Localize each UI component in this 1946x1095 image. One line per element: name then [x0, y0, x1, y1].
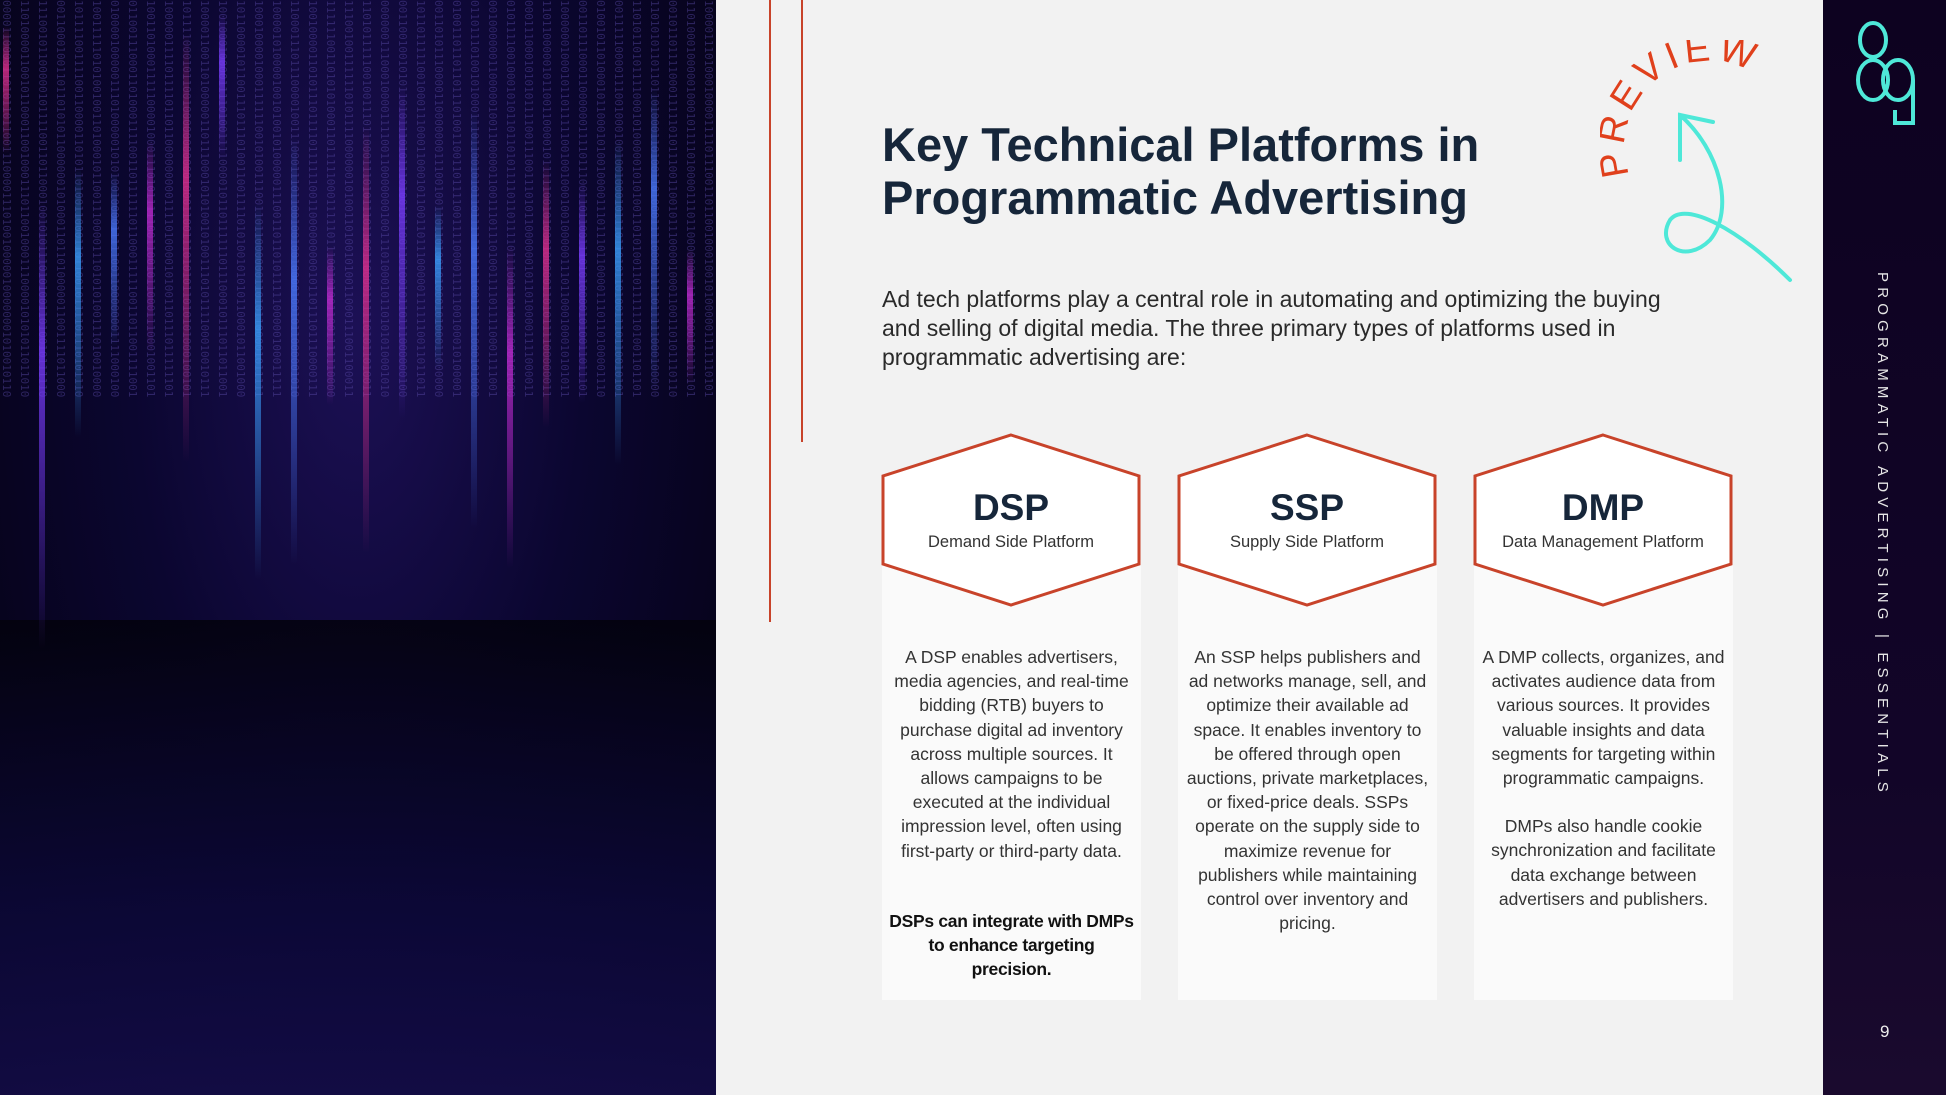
light-streak: [435, 205, 441, 369]
light-streak: [399, 84, 405, 418]
arrow-icon: [1666, 115, 1790, 280]
description-paragraph: An SSP helps publishers and ad networks …: [1184, 645, 1431, 935]
accent-line: [801, 0, 803, 442]
binary-column: 1000001111011110110110000000001111010000…: [162, 0, 175, 397]
light-streak: [615, 140, 621, 464]
binary-column: 1101000011001011000110010001110110010001…: [18, 0, 31, 397]
platform-hexagon: DSP Demand Side Platform: [880, 432, 1142, 608]
platform-name: Supply Side Platform: [1176, 533, 1438, 552]
binary-column: 1000000100010110111110010010001001000001…: [558, 0, 571, 397]
light-streak: [219, 13, 225, 160]
binary-column: 1011000010110011101110100110011110101001…: [234, 0, 247, 397]
platform-abbr: DSP: [880, 487, 1142, 529]
binary-column: 1101011010111100010100000101010011010100…: [630, 0, 643, 397]
binary-column: 1000010100001001010010100000111001101101…: [270, 0, 283, 397]
binary-column: 0110011100011010001111001101111110110001…: [126, 0, 139, 397]
light-streak: [363, 126, 369, 554]
light-streak: [507, 245, 513, 568]
page-number: 9: [1880, 1022, 1889, 1042]
binary-column: 1011011111001000111000110001011001101110…: [414, 0, 427, 397]
hero-floor: [0, 620, 716, 1095]
binary-column: 1001111101010010011010001011001110000111…: [90, 0, 103, 397]
platform-note: DSPs can integrate with DMPs to enhance …: [888, 909, 1135, 982]
light-streak: [111, 172, 117, 347]
platform-name: Data Management Platform: [1472, 533, 1734, 552]
binary-column: 0011000100110110101011000000101000110110…: [54, 0, 67, 397]
preview-text: PREVIEW: [1600, 40, 1766, 181]
hero-image-binary-code: 0000110000110101101100111000011101001000…: [0, 0, 716, 1095]
binary-column: 1000011001101000001101110001010100101001…: [198, 0, 211, 397]
description-paragraph: A DMP collects, organizes, and activates…: [1480, 645, 1727, 790]
light-streak: [75, 168, 81, 437]
light-streak: [543, 160, 549, 428]
binary-column: 1110010011111101011110000001010011010010…: [342, 0, 355, 397]
binary-column: 0000001110001000011110011000000010011101…: [378, 0, 391, 397]
light-streak: [291, 137, 297, 563]
binary-column: 0001110001010101111001110011101011000000…: [522, 0, 535, 397]
binary-column: 0010110111100011111010111001100101110000…: [666, 0, 679, 397]
light-streak: [3, 26, 9, 154]
description-paragraph: DMPs also handle cookie synchronization …: [1480, 814, 1727, 911]
light-streak: [183, 34, 189, 462]
light-streak: [39, 200, 45, 648]
svg-text:PREVIEW: PREVIEW: [1600, 40, 1766, 181]
binary-column: 0100101101000101100010100100001110111011…: [594, 0, 607, 397]
section-label: PROGRAMMATIC ADVERTISING | ESSENTIALS: [1874, 272, 1891, 797]
binary-column: 0010000001100000100110000011001110111010…: [486, 0, 499, 397]
light-streak: [687, 249, 693, 385]
light-streak: [579, 181, 585, 403]
light-streak: [147, 140, 153, 354]
page-title: Key Technical Platforms in Programmatic …: [882, 118, 1582, 224]
platform-description: An SSP helps publishers and ad networks …: [1178, 645, 1437, 959]
intro-paragraph: Ad tech platforms play a central role in…: [882, 285, 1682, 372]
accent-line: [769, 0, 771, 622]
platform-description: A DMP collects, organizes, and activates…: [1474, 645, 1733, 935]
platform-abbr: DMP: [1472, 487, 1734, 529]
binary-column: 1000011101000100001111011100110110010001…: [702, 0, 715, 397]
binary-column: 0100110110110111010011001101111001111000…: [450, 0, 463, 397]
platform-name: Demand Side Platform: [880, 533, 1142, 552]
light-streak: [327, 246, 333, 405]
light-streak: [255, 203, 261, 579]
platform-hexagon: DMP Data Management Platform: [1472, 432, 1734, 608]
light-streak: [651, 88, 657, 391]
binary-column: 1001000011010111011110111111001100000000…: [306, 0, 319, 397]
light-streak: [471, 108, 477, 528]
preview-stamp: PREVIEW: [1600, 40, 1800, 290]
logo-89: [1853, 20, 1923, 130]
platform-description: A DSP enables advertisers, media agencie…: [882, 645, 1141, 1005]
platform-hexagon: SSP Supply Side Platform: [1176, 432, 1438, 608]
description-paragraph: A DSP enables advertisers, media agencie…: [888, 645, 1135, 863]
platform-abbr: SSP: [1176, 487, 1438, 529]
